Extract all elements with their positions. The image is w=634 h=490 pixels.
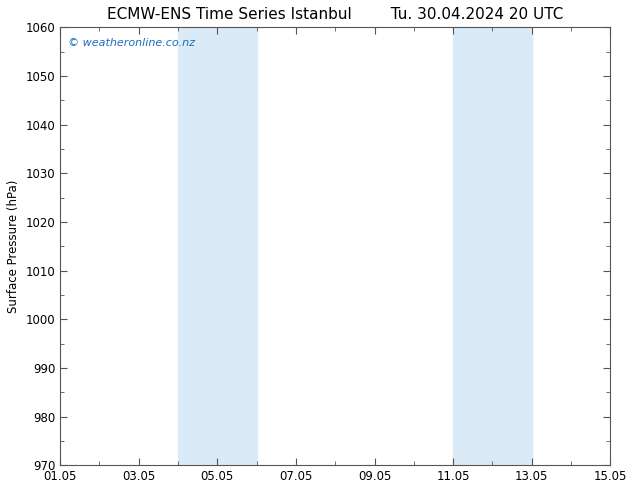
Y-axis label: Surface Pressure (hPa): Surface Pressure (hPa) xyxy=(7,179,20,313)
Text: © weatheronline.co.nz: © weatheronline.co.nz xyxy=(68,38,195,48)
Title: ECMW-ENS Time Series Istanbul        Tu. 30.04.2024 20 UTC: ECMW-ENS Time Series Istanbul Tu. 30.04.… xyxy=(107,7,564,22)
Bar xyxy=(178,27,257,465)
Bar xyxy=(453,27,532,465)
